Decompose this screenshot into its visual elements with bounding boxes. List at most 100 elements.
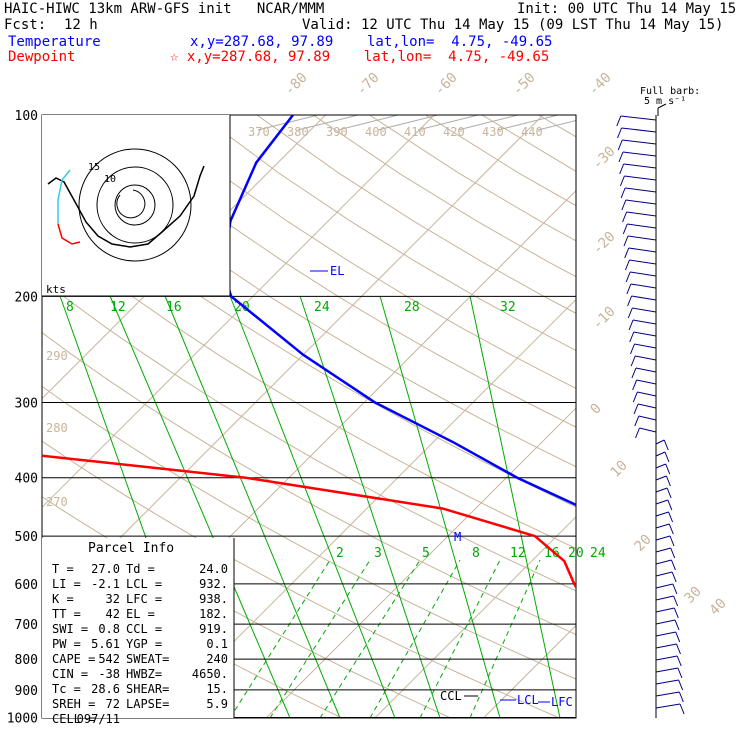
dry-adiabat bbox=[42, 123, 576, 468]
mixing-ratio-label: 8 bbox=[66, 300, 74, 315]
wind-barb-flag bbox=[675, 631, 681, 643]
parcel-info-value: LAPSE= bbox=[126, 697, 169, 711]
wind-barb bbox=[655, 655, 678, 661]
mixing-ratio-line bbox=[109, 295, 291, 718]
barb-key-units: 5 m s⁻¹ bbox=[644, 96, 686, 107]
mixing-ratio-label: 32 bbox=[500, 300, 516, 315]
wind-barb-flag bbox=[626, 283, 632, 295]
mixing-ratio-line bbox=[299, 295, 441, 718]
wind-barb-flag bbox=[672, 583, 678, 595]
wind-barb-flag bbox=[677, 667, 683, 679]
wind-barb bbox=[655, 439, 665, 445]
m-label: M bbox=[454, 530, 461, 544]
dry-adiabat bbox=[425, 115, 576, 207]
wind-barb bbox=[624, 175, 657, 181]
wind-barb-flag bbox=[670, 547, 676, 559]
wind-barb bbox=[655, 535, 671, 541]
mixing-ratio-line bbox=[229, 295, 396, 718]
wind-barb-flag bbox=[617, 127, 622, 139]
pressure-tick-label: 100 bbox=[15, 109, 38, 124]
mixing-ratio-label: 5 bbox=[422, 546, 430, 561]
pressure-tick-label: 700 bbox=[15, 618, 38, 633]
wind-barb bbox=[655, 595, 674, 601]
wind-barb-flag bbox=[634, 415, 640, 427]
wind-barb-flag bbox=[619, 163, 625, 175]
mixing-ratio-label: 12 bbox=[510, 546, 526, 561]
wind-barb bbox=[655, 619, 676, 625]
parcel-info-value: CCL = bbox=[126, 622, 162, 636]
model-title: HAIC-HIWC 13km ARW-GFS init NCAR/MMM bbox=[4, 1, 325, 17]
lfc-label: LFC bbox=[551, 695, 573, 709]
isotherm-label: -40 bbox=[586, 70, 615, 99]
isotherm bbox=[593, 115, 740, 718]
dry-adiabat bbox=[42, 332, 576, 635]
isotherm-label: 30 bbox=[682, 584, 705, 607]
wind-barb bbox=[636, 379, 657, 385]
wind-barb-flag bbox=[616, 115, 622, 127]
parcel-info-value: LCL = bbox=[126, 577, 162, 591]
hodograph-trace-surface bbox=[57, 223, 81, 245]
parcel-info-value: 42 bbox=[106, 607, 120, 621]
isotherm bbox=[701, 115, 740, 718]
ccl-label: CCL bbox=[440, 689, 462, 703]
wind-barb bbox=[637, 403, 657, 409]
theta-e-label: 440 bbox=[521, 125, 543, 139]
wind-barb-flag bbox=[673, 595, 679, 607]
dewpoint-legend-label: Dewpoint bbox=[8, 49, 76, 65]
pressure-tick-label: 800 bbox=[15, 653, 38, 668]
parcel-info-value: 542 bbox=[98, 652, 120, 666]
dewpoint-location: ☆ x,y=287.68, 97.89 lat,lon= 4.75, -49.6… bbox=[170, 50, 549, 65]
wind-barb bbox=[655, 631, 676, 637]
mixing-ratio-dashed bbox=[319, 559, 421, 718]
hodograph-units: kts bbox=[46, 283, 66, 296]
wind-barb bbox=[655, 475, 667, 481]
wind-barb-flag bbox=[623, 235, 629, 247]
init-time: Init: 00 UTC Thu 14 May 15 bbox=[517, 1, 737, 17]
mixing-ratio-label: 16 bbox=[166, 300, 182, 315]
dewpoint-location-text: x,y=287.68, 97.89 lat,lon= 4.75, -49.65 bbox=[186, 49, 550, 65]
parcel-info-value: 27.0 bbox=[91, 562, 120, 576]
wind-barb-flag bbox=[620, 187, 626, 199]
wind-barb-flag bbox=[679, 703, 685, 715]
isotherm bbox=[266, 407, 576, 718]
parcel-info-value: SREH = bbox=[52, 697, 95, 711]
mixing-ratio-label: 24 bbox=[590, 546, 606, 561]
parcel-info-value: TT = bbox=[52, 607, 81, 621]
theta-e-line bbox=[417, 115, 479, 131]
wind-barb bbox=[627, 223, 657, 229]
wind-barb bbox=[623, 163, 657, 169]
pressure-tick-label: 500 bbox=[15, 530, 38, 545]
mixing-ratio-dashed bbox=[269, 559, 371, 718]
theta-e-label: 370 bbox=[248, 125, 270, 139]
wind-barb-flag bbox=[676, 643, 681, 655]
hodograph-ring-label: 10 bbox=[104, 174, 116, 185]
isotherm bbox=[42, 115, 435, 509]
isotherm bbox=[483, 624, 576, 718]
wind-barb bbox=[625, 199, 657, 205]
isotherm-label: -80 bbox=[282, 70, 311, 99]
wind-barb-flag bbox=[666, 487, 672, 499]
parcel-info-value: CIN = bbox=[52, 667, 88, 681]
wind-barb-flag bbox=[629, 331, 635, 343]
forecast-hours: 12 h bbox=[64, 17, 98, 33]
mixing-ratio-label: 24 bbox=[314, 300, 330, 315]
dry-adiabat bbox=[42, 440, 559, 718]
parcel-info-value: -38 bbox=[98, 667, 120, 681]
dry-adiabat bbox=[595, 115, 740, 718]
mixing-ratio-label: 20 bbox=[568, 546, 584, 561]
parcel-info-value: 097/11 bbox=[77, 712, 120, 726]
theta-e-line bbox=[497, 115, 559, 131]
hodograph-ring-label: 15 bbox=[88, 162, 100, 173]
parcel-info-value: LI = bbox=[52, 577, 81, 591]
wind-barb-flag bbox=[632, 391, 638, 403]
wind-barb bbox=[628, 247, 657, 253]
wind-barb bbox=[655, 511, 669, 517]
isotherm-label: -10 bbox=[590, 304, 619, 333]
hodograph-trace bbox=[47, 165, 205, 248]
mixing-ratio-label: 16 bbox=[544, 546, 560, 561]
dry-adiabat bbox=[707, 115, 740, 718]
hodograph-ring bbox=[114, 184, 156, 226]
wind-barb-flag bbox=[618, 151, 624, 163]
dry-adiabat bbox=[42, 226, 576, 549]
dry-adiabat bbox=[87, 115, 576, 428]
